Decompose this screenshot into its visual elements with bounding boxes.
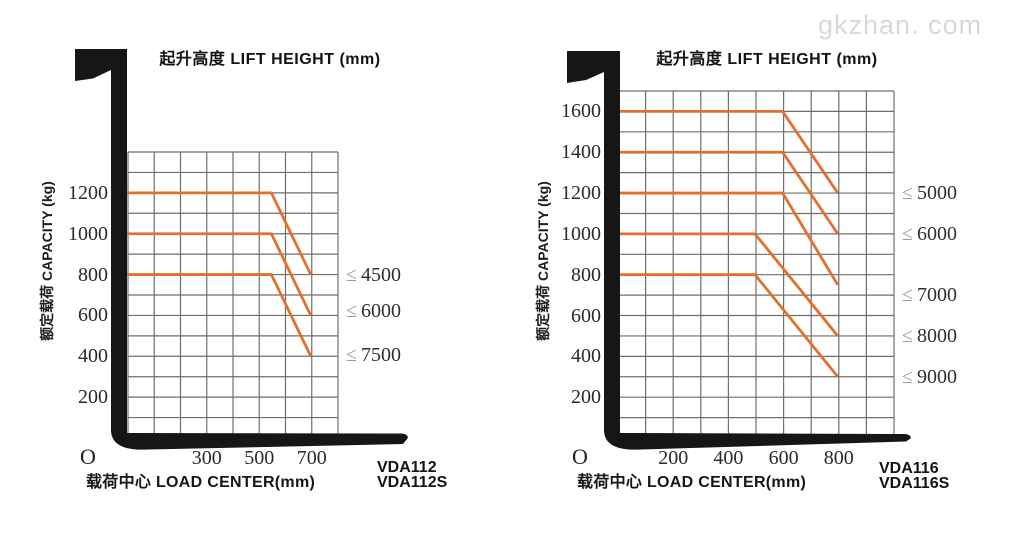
y-axis-tick-600: 600 [78, 304, 108, 327]
x-axis-tick-500: 500 [244, 447, 275, 469]
right-origin-label: O [572, 444, 588, 469]
forklift-mast-and-fork-shape [75, 49, 408, 450]
model-name: VDA112 [377, 459, 437, 476]
left-chart-plot [75, 49, 408, 450]
capacity-curve-lift-height-4500 [127, 191, 313, 276]
y-axis-tick-200: 200 [78, 386, 108, 409]
x-axis-tick-700: 700 [296, 447, 327, 469]
less-than-or-equal-symbol: ≤ [902, 365, 913, 388]
lift-height-limit-label-4500: ≤4500 [346, 263, 401, 287]
watermark: gkzhan. com [818, 10, 983, 40]
x-axis-tick-300: 300 [191, 447, 222, 469]
right-chart-title: 起升高度 LIFT HEIGHT (mm) [656, 51, 878, 68]
x-axis-tick-800: 800 [823, 447, 854, 469]
lift-height-limit-label-6000: ≤6000 [346, 299, 401, 323]
y-axis-tick-800: 800 [571, 263, 601, 286]
x-axis-tick-400: 400 [713, 447, 744, 469]
y-axis-tick-1200: 1200 [561, 182, 601, 205]
lift-height-limit-value: 8000 [916, 324, 957, 347]
model-name: VDA112S [377, 474, 448, 491]
x-axis-tick-600: 600 [768, 447, 799, 469]
capacity-curve-lift-height-7000 [617, 191, 839, 286]
lift-height-limit-value: 7000 [916, 284, 957, 307]
lift-height-limit-label-8000: ≤8000 [902, 324, 957, 348]
capacity-grid [127, 151, 339, 439]
y-axis-tick-1000: 1000 [561, 222, 601, 245]
lift-height-limit-value: 6000 [360, 300, 401, 323]
lift-height-limit-label-9000: ≤9000 [902, 365, 957, 389]
left-chart-title: 起升高度 LIFT HEIGHT (mm) [159, 51, 381, 68]
y-axis-tick-400: 400 [78, 345, 108, 368]
y-axis-tick-800: 800 [78, 263, 108, 286]
less-than-or-equal-symbol: ≤ [902, 324, 913, 347]
lift-height-limit-value: 6000 [916, 222, 957, 245]
left-origin-label: O [80, 444, 96, 469]
right-model-names: VDA116 VDA116S [879, 460, 950, 492]
y-axis-tick-400: 400 [571, 345, 601, 368]
capacity-curve-lift-height-5000 [617, 110, 839, 194]
less-than-or-equal-symbol: ≤ [902, 222, 913, 245]
lift-height-limit-value: 4500 [360, 263, 401, 286]
capacity-curve-lift-height-6000 [617, 150, 839, 235]
y-axis-tick-1200: 1200 [68, 181, 108, 204]
lift-height-limit-label-7000: ≤7000 [902, 283, 957, 307]
lift-height-limit-value: 9000 [916, 365, 957, 388]
right-chart-plot [567, 51, 911, 450]
x-axis-tick-200: 200 [658, 447, 689, 469]
lift-height-limit-label-5000: ≤5000 [902, 181, 957, 205]
y-axis-tick-200: 200 [571, 386, 601, 409]
model-name: VDA116 [879, 460, 939, 477]
lift-height-limit-value: 5000 [916, 182, 957, 205]
less-than-or-equal-symbol: ≤ [346, 344, 357, 367]
right-x-axis-label: 载荷中心 LOAD CENTER(mm) [577, 474, 807, 491]
lift-height-limit-label-6000: ≤6000 [902, 222, 957, 246]
capacity-grid [617, 90, 895, 439]
less-than-or-equal-symbol: ≤ [902, 284, 913, 307]
y-axis-tick-1400: 1400 [561, 141, 601, 164]
left-x-axis-label: 载荷中心 LOAD CENTER(mm) [86, 474, 316, 491]
less-than-or-equal-symbol: ≤ [346, 263, 357, 286]
capacity-curve-lift-height-8000 [617, 232, 839, 337]
model-name: VDA116S [879, 475, 950, 492]
y-axis-tick-1000: 1000 [68, 222, 108, 245]
less-than-or-equal-symbol: ≤ [902, 182, 913, 205]
left-model-names: VDA112 VDA112S [377, 459, 448, 491]
less-than-or-equal-symbol: ≤ [346, 300, 357, 323]
lift-height-limit-label-7500: ≤7500 [346, 343, 401, 367]
capacity-curve-lift-height-7500 [127, 273, 313, 357]
capacity-curve-lift-height-9000 [617, 273, 839, 378]
capacity-curve-lift-height-6000 [127, 232, 313, 317]
y-axis-tick-1600: 1600 [561, 100, 601, 123]
lift-height-limit-value: 7500 [360, 344, 401, 367]
y-axis-tick-600: 600 [571, 304, 601, 327]
